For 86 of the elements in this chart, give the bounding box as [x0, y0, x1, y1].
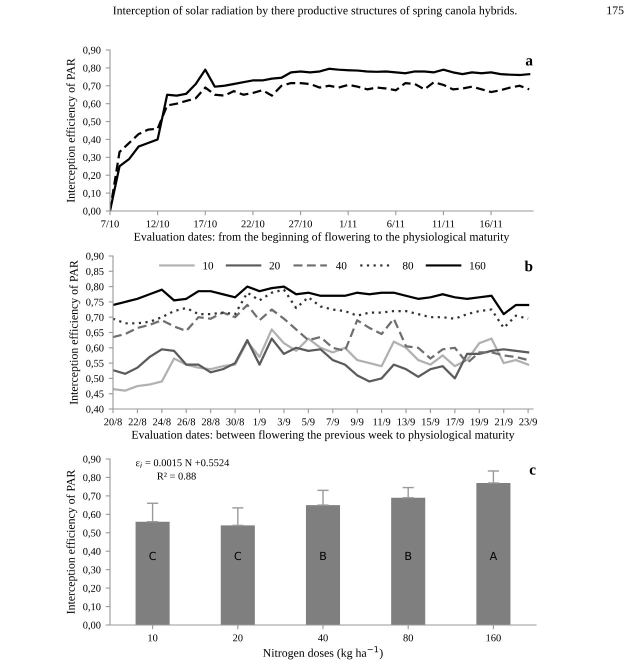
y-tick-label: 0,20	[83, 172, 101, 180]
x-tick-label: 16/11	[480, 220, 502, 228]
x-tick-label: 6/11	[387, 220, 404, 228]
legend-label: 40	[336, 262, 346, 270]
x-tick-label: 11/11	[432, 220, 454, 228]
x-tick-label: 17/9	[446, 418, 464, 426]
x-tick-label: 1/11	[340, 220, 357, 228]
y-tick-label: 0,80	[83, 474, 101, 483]
y-tick-label: 0,85	[86, 268, 104, 277]
y-tick-label: 0,60	[86, 344, 104, 354]
text: Interception of solar radiation by there productive structures of spring canola hybrids.	[113, 6, 516, 17]
y-tick-label: 0,90	[83, 456, 101, 464]
y-tick-label: 0,40	[86, 406, 104, 414]
y-axis-title: Interception efficiency of PAR	[69, 260, 80, 404]
legend-label: 10	[203, 262, 214, 270]
y-tick-label: 0,60	[83, 100, 101, 109]
y-tick-label: 0,10	[83, 603, 101, 612]
y-tick-label: 0,80	[86, 283, 104, 292]
y-tick-label: 0,55	[86, 360, 104, 368]
x-tick-label: 3/9	[278, 418, 290, 426]
x-tick-label: 26/8	[177, 418, 196, 426]
x-tick-label: 20	[233, 634, 243, 642]
y-tick-label: 0,30	[83, 566, 101, 575]
x-tick-label: 28/8	[202, 418, 220, 426]
annotation: A	[490, 552, 498, 560]
x-tick-label: 23/9	[519, 418, 537, 426]
x-tick-label: 160	[486, 634, 501, 642]
x-tick-label: 21/9	[494, 418, 513, 426]
x-tick-label: 30/8	[226, 418, 244, 426]
y-tick-label: 0,75	[86, 298, 104, 308]
y-tick-label: 0,40	[83, 136, 101, 145]
x-tick-label: 5/9	[302, 418, 315, 426]
y-tick-label: 0,50	[83, 118, 101, 127]
x-tick-label: 7/10	[101, 220, 119, 228]
x-tick-label: 22/8	[128, 418, 146, 426]
x-tick-label: 19/9	[470, 418, 488, 426]
x-tick-label: 27/10	[289, 220, 312, 228]
y-tick-label: 0,50	[86, 375, 104, 384]
y-axis-title: Interception efficiency of PAR	[66, 470, 78, 614]
x-tick-label: 11/9	[373, 418, 390, 426]
x-tick-label: 1/9	[254, 418, 266, 426]
y-tick-label: 0,90	[83, 46, 101, 56]
y-tick-label: 0,50	[83, 529, 101, 538]
x-tick-label: 24/8	[153, 418, 171, 426]
y-tick-label: 0,60	[83, 511, 101, 520]
annotation: R² = 0.88	[157, 472, 196, 480]
y-tick-label: 0,40	[83, 548, 101, 556]
x-tick-label: 20/8	[104, 418, 122, 426]
y-axis-title: Interception efficiency of PAR	[66, 58, 78, 202]
y-tick-label: 0,00	[83, 622, 101, 630]
x-axis-title: Evaluation dates: from the beginning of flowering to the physiological maturity	[134, 232, 510, 244]
legend-label: 20	[270, 262, 280, 270]
y-tick-label: 0,20	[83, 584, 101, 594]
x-tick-label: 7/9	[326, 418, 339, 426]
x-tick-label: 9/9	[350, 418, 364, 426]
legend-label: 160	[470, 262, 486, 270]
y-tick-label: 0,80	[83, 64, 101, 74]
x-axis-title: Evaluation dates: between flowering the previous week to physiological maturity	[132, 430, 515, 442]
annotation: b	[524, 260, 532, 272]
x-tick-label: 12/10	[146, 220, 170, 228]
x-axis-title: Nitrogen doses (kg ha$^{−1}$)	[263, 646, 383, 660]
legend-label: 80	[402, 262, 414, 270]
annotation: a	[526, 58, 533, 66]
y-tick-label: 0,30	[83, 154, 101, 163]
x-tick-label: 22/10	[242, 220, 264, 228]
x-tick-label: 10	[148, 634, 158, 642]
text: 175	[607, 6, 624, 14]
x-tick-label: 15/9	[422, 418, 440, 426]
annotation: C	[149, 552, 156, 560]
annotation: B	[405, 552, 412, 560]
annotation: C	[234, 552, 242, 560]
annotation: c	[530, 467, 536, 475]
y-tick-label: 0,65	[86, 329, 104, 338]
x-tick-label: 80	[403, 634, 414, 642]
y-tick-label: 0,70	[86, 314, 104, 322]
y-tick-label: 0,70	[83, 492, 101, 502]
x-tick-label: 17/10	[194, 220, 217, 228]
y-tick-label: 0,10	[83, 190, 101, 198]
annotation: B	[320, 552, 326, 560]
y-tick-label: 0,00	[83, 208, 101, 216]
y-tick-label: 0,45	[86, 390, 104, 399]
annotation: ε$_{i}$ = 0.0015 N +0.5524	[136, 459, 230, 468]
y-tick-label: 0,90	[86, 252, 104, 262]
x-tick-label: 40	[318, 634, 328, 642]
y-tick-label: 0,70	[83, 82, 101, 91]
x-tick-label: 13/9	[398, 418, 415, 426]
